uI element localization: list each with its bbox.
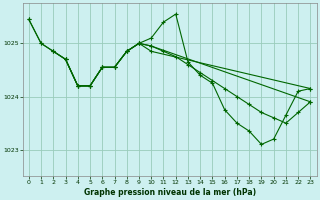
X-axis label: Graphe pression niveau de la mer (hPa): Graphe pression niveau de la mer (hPa) <box>84 188 256 197</box>
